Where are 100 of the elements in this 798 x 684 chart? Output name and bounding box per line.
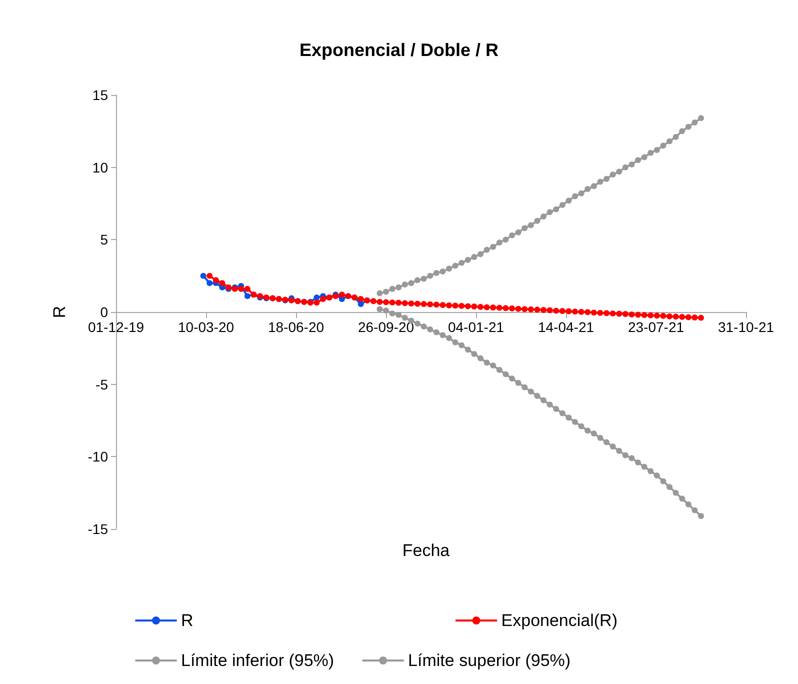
- point: [597, 178, 604, 185]
- point: [692, 119, 698, 126]
- x-tick-label: 10-03-20: [178, 319, 234, 335]
- y-tick-label: 15: [92, 87, 108, 103]
- point: [402, 282, 408, 288]
- point: [698, 115, 704, 122]
- point: [389, 286, 396, 292]
- point: [641, 464, 648, 470]
- point: [559, 202, 566, 208]
- point: [610, 172, 616, 178]
- y-tick-label: -15: [88, 521, 108, 537]
- point: [553, 406, 560, 412]
- point: [452, 339, 458, 346]
- point: [383, 308, 389, 314]
- point: [440, 332, 446, 338]
- x-tick-label: 31-10-21: [718, 319, 774, 335]
- point: [685, 501, 692, 508]
- point: [635, 157, 641, 164]
- x-tick-label: 04-01-21: [448, 319, 504, 335]
- point: [654, 472, 660, 478]
- point: [604, 439, 610, 446]
- point: [553, 206, 560, 212]
- point: [635, 459, 641, 466]
- point: [244, 293, 250, 300]
- y-tick-label: 5: [100, 232, 108, 248]
- point: [528, 222, 534, 228]
- legend-label: Límite superior (95%): [408, 651, 571, 670]
- point: [484, 360, 490, 366]
- point: [559, 410, 566, 416]
- x-axis-title: Fecha: [402, 541, 450, 560]
- point: [584, 428, 591, 434]
- point: [383, 288, 389, 295]
- point: [610, 444, 616, 450]
- point: [546, 402, 553, 408]
- legend-label: Límite inferior (95%): [181, 651, 334, 670]
- point: [376, 306, 383, 312]
- y-tick-label: 0: [100, 304, 108, 320]
- point: [534, 392, 540, 399]
- point: [389, 310, 396, 316]
- point: [471, 350, 478, 357]
- point: [679, 496, 686, 502]
- point: [502, 371, 509, 378]
- point: [572, 193, 578, 200]
- point: [522, 384, 528, 390]
- point: [540, 397, 546, 404]
- point: [590, 183, 597, 190]
- point: [200, 272, 206, 279]
- point: [628, 161, 635, 168]
- x-tick-label: 23-07-21: [628, 319, 684, 335]
- point: [515, 380, 522, 386]
- point: [458, 342, 465, 348]
- point: [515, 229, 522, 236]
- x-tick-label: 18-06-20: [268, 319, 324, 335]
- point: [206, 280, 213, 286]
- point: [484, 246, 490, 253]
- point: [622, 164, 628, 170]
- point: [458, 260, 465, 266]
- point: [654, 146, 660, 153]
- point: [414, 277, 420, 284]
- point: [666, 138, 672, 144]
- point: [509, 232, 515, 238]
- point: [396, 284, 402, 290]
- point: [427, 272, 434, 279]
- point: [641, 154, 648, 160]
- point: [584, 186, 591, 192]
- y-tick-label: -10: [88, 448, 108, 465]
- point: [672, 490, 679, 496]
- point: [446, 266, 452, 272]
- point: [433, 270, 440, 276]
- point: [616, 448, 622, 454]
- legend-label: Exponencial(R): [501, 611, 618, 630]
- x-tick-label: 01-12-19: [88, 319, 144, 335]
- point: [648, 468, 654, 474]
- point: [464, 256, 471, 263]
- legend-label: R: [181, 611, 194, 630]
- point: [471, 254, 478, 260]
- x-tick-label: 26-09-20: [358, 319, 414, 335]
- point: [496, 366, 502, 373]
- point: [546, 209, 553, 216]
- point: [604, 176, 610, 182]
- point: [464, 346, 471, 353]
- point: [478, 251, 484, 258]
- point: [376, 290, 383, 296]
- y-tick-label: -5: [96, 376, 108, 392]
- point: [408, 280, 414, 286]
- point: [679, 128, 686, 134]
- point: [590, 430, 597, 437]
- point: [622, 452, 628, 458]
- point: [440, 268, 446, 274]
- point: [660, 478, 666, 484]
- point: [666, 484, 672, 490]
- point: [616, 168, 622, 175]
- y-axis-title: R: [50, 306, 69, 318]
- x-tick-label: 14-04-21: [538, 319, 594, 335]
- point: [578, 423, 584, 430]
- point: [478, 355, 484, 362]
- point: [490, 244, 496, 250]
- point: [540, 214, 546, 220]
- point: [578, 190, 584, 196]
- point: [502, 236, 509, 243]
